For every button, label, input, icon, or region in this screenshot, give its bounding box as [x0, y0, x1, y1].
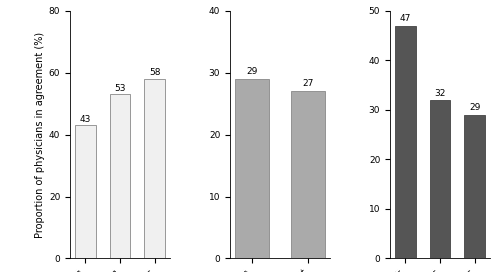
Text: 58: 58: [149, 68, 160, 78]
Bar: [110, 94, 130, 258]
Text: 27: 27: [302, 79, 314, 88]
Bar: [430, 100, 450, 258]
Bar: [74, 125, 96, 258]
Text: 53: 53: [114, 84, 126, 93]
Bar: [464, 115, 485, 258]
Text: 47: 47: [400, 14, 410, 23]
Bar: [234, 79, 268, 258]
Bar: [292, 91, 326, 258]
Bar: [394, 26, 415, 258]
Y-axis label: Proportion of physicians in agreement (%): Proportion of physicians in agreement (%…: [34, 32, 44, 238]
Text: 29: 29: [470, 103, 480, 112]
Text: 32: 32: [434, 88, 446, 97]
Bar: [144, 79, 166, 258]
Text: 29: 29: [246, 67, 258, 76]
Text: 43: 43: [80, 115, 90, 124]
